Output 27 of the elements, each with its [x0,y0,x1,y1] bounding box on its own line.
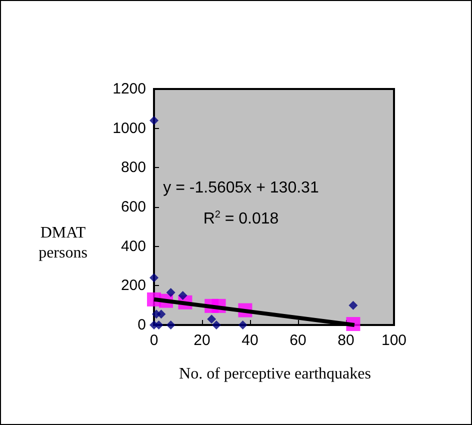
point [156,310,166,319]
point [166,288,176,298]
x-tick-label: 80 [338,332,354,349]
point [212,320,221,330]
point [154,320,164,330]
point [207,314,216,324]
point [150,116,158,125]
y-tick-label: 0 [138,316,146,334]
y-tick-label: 600 [120,198,146,216]
y-tick-label: 800 [120,159,146,176]
x-tick-label: 20 [194,332,210,349]
y-tick-label: 1000 [112,120,146,137]
point [150,273,158,282]
annotation: y = -1.5605x + 130.31 [163,180,319,196]
x-tick-label: 100 [381,332,407,349]
y-tick-label: 200 [120,277,146,294]
y-tick-label: 400 [120,238,146,255]
x-tick-label: 0 [150,332,158,349]
point [166,320,176,330]
point [178,291,188,300]
y-tick-label: 1200 [112,80,146,98]
x-tick-label: 60 [290,332,306,349]
point [348,300,358,310]
x-axis-title: No. of perceptive earthquakes [179,366,371,382]
y-axis-title: DMAT persons [38,224,88,262]
point [238,320,248,330]
x-tick-label: 40 [242,332,258,349]
